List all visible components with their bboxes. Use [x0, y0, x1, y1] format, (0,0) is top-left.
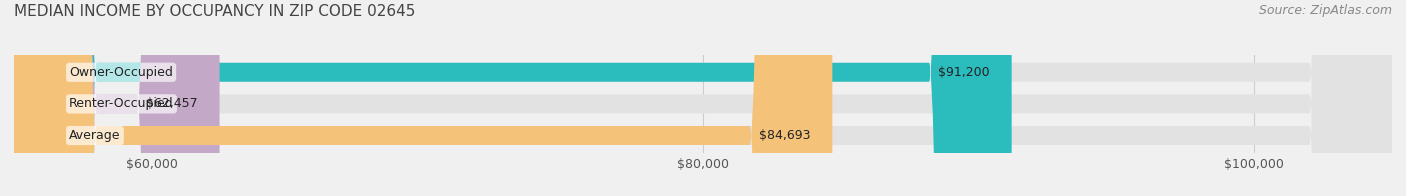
- FancyBboxPatch shape: [14, 0, 219, 196]
- FancyBboxPatch shape: [14, 0, 1392, 196]
- FancyBboxPatch shape: [14, 0, 1012, 196]
- FancyBboxPatch shape: [14, 0, 832, 196]
- FancyBboxPatch shape: [14, 0, 1392, 196]
- FancyBboxPatch shape: [14, 0, 1392, 196]
- Text: $84,693: $84,693: [759, 129, 810, 142]
- Text: Source: ZipAtlas.com: Source: ZipAtlas.com: [1258, 4, 1392, 17]
- Text: $91,200: $91,200: [938, 66, 990, 79]
- Text: MEDIAN INCOME BY OCCUPANCY IN ZIP CODE 02645: MEDIAN INCOME BY OCCUPANCY IN ZIP CODE 0…: [14, 4, 415, 19]
- Text: Renter-Occupied: Renter-Occupied: [69, 97, 174, 110]
- Text: $62,457: $62,457: [146, 97, 197, 110]
- Text: Average: Average: [69, 129, 121, 142]
- Text: Owner-Occupied: Owner-Occupied: [69, 66, 173, 79]
